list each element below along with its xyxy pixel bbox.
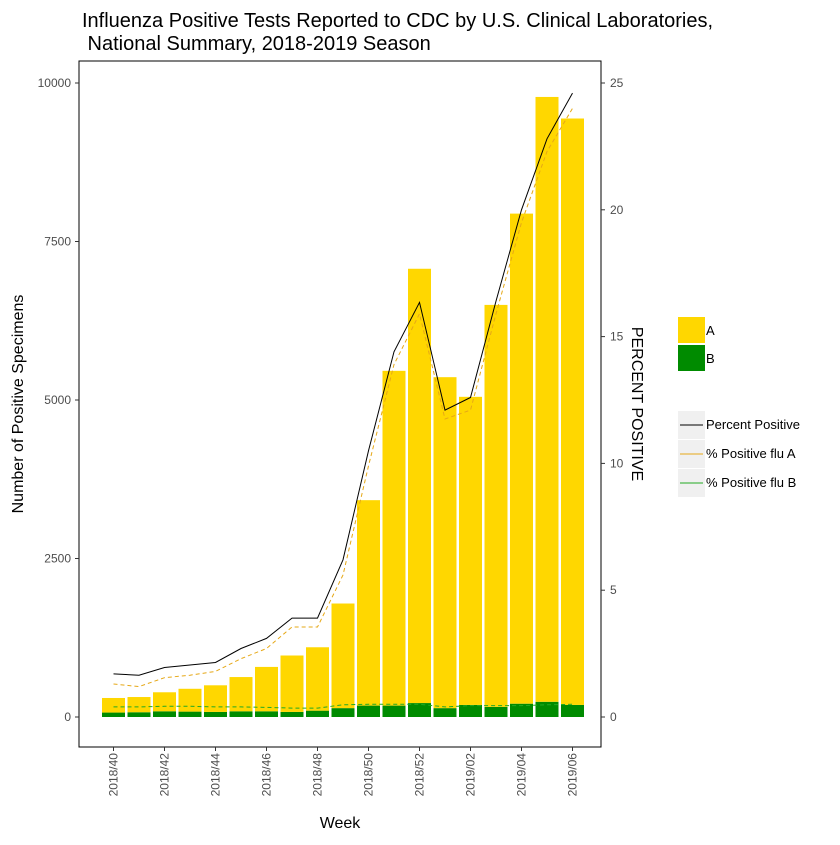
- y2-tick-label: 0: [610, 710, 617, 724]
- bar-b-2019/03: [484, 706, 508, 717]
- legend-line-label: % Positive flu B: [706, 475, 796, 490]
- y-tick-label: 5000: [44, 393, 71, 407]
- bar-a-2018/45: [229, 677, 253, 712]
- y-tick-label: 10000: [38, 76, 72, 90]
- y2-tick-label: 5: [610, 583, 617, 597]
- legend-fill-label-A: A: [706, 323, 715, 338]
- bar-b-2019/06: [561, 704, 584, 717]
- bar-b-2018/45: [229, 711, 253, 717]
- bar-a-2019/03: [484, 304, 508, 707]
- axes-layer: 0 2500 5000 7500 10000 0 5 10 15 20 25 2018/40 2018/…: [38, 76, 624, 796]
- bar-a-2018/40: [102, 697, 125, 713]
- bar-b-2019/04: [510, 703, 533, 717]
- y-tick-label: 0: [64, 710, 71, 724]
- bar-b-2018/44: [204, 711, 227, 717]
- bar-b-2018/52: [408, 703, 431, 717]
- x-tick-label: 2018/42: [158, 753, 172, 797]
- bar-b-2018/51: [382, 705, 406, 717]
- bar-b-2018/49: [331, 708, 355, 717]
- bar-a-2018/46: [255, 666, 278, 712]
- y-axis-title: Number of Positive Specimens: [10, 295, 27, 514]
- chart-title-line-1: Influenza Positive Tests Reported to CDC…: [82, 10, 713, 32]
- legend-fill-key-B: [678, 345, 705, 371]
- bar-a-2019/06: [561, 118, 584, 705]
- y-tick-label: 7500: [44, 235, 71, 249]
- x-axis-title: Week: [320, 815, 362, 832]
- bar-a-2019/01: [433, 377, 457, 709]
- bar-a-2018/50: [357, 500, 380, 706]
- bar-b-2018/42: [153, 711, 176, 717]
- y-tick-label: 2500: [44, 552, 71, 566]
- bar-a-2018/41: [127, 697, 151, 713]
- x-tick-label: 2019/06: [566, 753, 580, 797]
- x-tick-label: 2019/02: [464, 753, 478, 797]
- x-tick-label: 2018/52: [413, 753, 427, 797]
- legend-fill-label-B: B: [706, 351, 715, 366]
- bar-a-2018/42: [153, 692, 176, 712]
- legend-line-label: % Positive flu A: [706, 446, 796, 461]
- bar-a-2018/52: [408, 268, 431, 704]
- bar-b-2018/50: [357, 705, 380, 717]
- bar-a-2018/49: [331, 603, 355, 709]
- x-tick-label: 2018/40: [107, 753, 121, 797]
- y2-tick-label: 15: [610, 330, 624, 344]
- bar-b-2018/41: [127, 712, 151, 717]
- series-line-0: [113, 92, 573, 676]
- bar-b-2019/02: [459, 704, 482, 717]
- legend-line-label: Percent Positive: [706, 417, 800, 432]
- series-line-1: [113, 108, 573, 688]
- bar-b-2018/48: [306, 710, 329, 717]
- bars-layer: [102, 96, 584, 717]
- legend: AB Percent Positive % Positive flu A % Posi…: [678, 317, 800, 497]
- y2-tick-label: 25: [610, 76, 624, 90]
- bar-a-2019/05: [535, 96, 559, 702]
- bar-a-2019/02: [459, 396, 482, 705]
- chart-title-line-2: National Summary, 2018-2019 Season: [82, 33, 431, 55]
- bar-b-2018/47: [280, 711, 304, 717]
- y2-tick-label: 10: [610, 456, 624, 470]
- plot-panel-border: [78, 60, 602, 748]
- bar-a-2018/44: [204, 685, 227, 712]
- bar-b-2019/05: [535, 701, 559, 717]
- x-tick-label: 2018/50: [362, 753, 376, 797]
- bar-a-2018/51: [382, 370, 406, 706]
- bar-a-2018/47: [280, 655, 304, 712]
- y2-tick-label: 20: [610, 203, 624, 217]
- bar-b-2018/46: [255, 711, 278, 717]
- bar-b-2018/43: [178, 711, 202, 717]
- y2-axis-title: PERCENT POSITIVE: [628, 327, 645, 481]
- bar-a-2018/48: [306, 647, 329, 711]
- legend-fill-key-A: [678, 317, 705, 343]
- x-tick-label: 2018/46: [260, 753, 274, 797]
- bar-b-2018/40: [102, 712, 125, 717]
- bar-b-2019/01: [433, 708, 457, 717]
- x-tick-label: 2018/48: [311, 753, 325, 797]
- x-tick-label: 2019/04: [515, 753, 529, 797]
- lines-layer: [113, 92, 573, 709]
- x-tick-label: 2018/44: [209, 753, 223, 797]
- bar-a-2018/43: [178, 688, 202, 712]
- bar-a-2019/04: [510, 213, 533, 704]
